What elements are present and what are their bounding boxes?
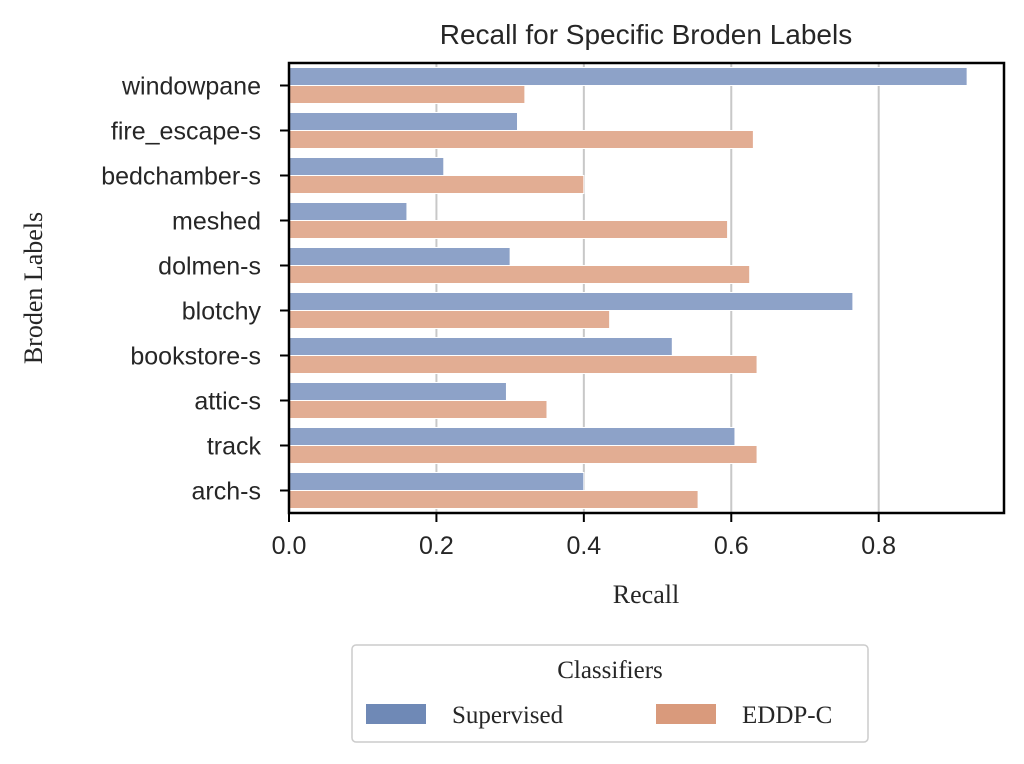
x-axis: 0.0 0.2 0.4 0.6 0.8 [272, 513, 896, 560]
bar-supervised-windowpane [288, 67, 968, 86]
bar-supervised-arch-s [288, 472, 585, 491]
x-tick-label: 0.4 [566, 532, 601, 560]
bar-supervised-attic-s [288, 382, 507, 401]
y-tick-label: blotchy [182, 298, 262, 326]
bar-eddp-c-windowpane [288, 85, 526, 104]
legend-swatch [656, 704, 716, 724]
legend: Classifiers Supervised EDDP-C [351, 644, 869, 743]
y-axis: windowpane fire_escape-s bedchamber-s meshe… [101, 73, 289, 506]
bar-eddp-c-dolmen-s [288, 265, 751, 284]
x-tick-label: 0.8 [861, 532, 896, 560]
bar-supervised-dolmen-s [288, 247, 511, 266]
bar-eddp-c-track [288, 445, 758, 464]
x-tick-label: 0.0 [272, 532, 307, 560]
y-axis-label: Broden Labels [19, 212, 48, 364]
bar-supervised-track [288, 427, 736, 446]
y-tick-label: windowpane [121, 73, 261, 101]
y-tick-label: track [207, 433, 262, 461]
bar-supervised-meshed [288, 202, 408, 221]
bar-supervised-bedchamber-s [288, 157, 445, 176]
y-tick-label: attic-s [194, 388, 261, 416]
bar-eddp-c-attic-s [288, 400, 548, 419]
x-tick-label: 0.6 [714, 532, 749, 560]
bar-supervised-bookstore-s [288, 337, 673, 356]
y-tick-label: meshed [172, 208, 261, 236]
x-tick-label: 0.2 [419, 532, 454, 560]
bar-eddp-c-bookstore-s [288, 355, 758, 374]
bar-eddp-c-bedchamber-s [288, 175, 585, 194]
bar-eddp-c-meshed [288, 220, 729, 239]
bar-supervised-blotchy [288, 292, 854, 311]
chart-title: Recall for Specific Broden Labels [440, 19, 852, 50]
plot-frame [287, 61, 1006, 515]
y-tick-label: fire_escape-s [111, 118, 261, 146]
y-tick-label: arch-s [192, 478, 261, 506]
legend-label: Supervised [452, 702, 564, 729]
x-axis-label: Recall [613, 580, 679, 609]
y-tick-label: dolmen-s [158, 253, 261, 281]
y-tick-label: bookstore-s [130, 343, 261, 371]
legend-swatch [366, 704, 426, 724]
legend-box [351, 644, 869, 743]
legend-label: EDDP-C [742, 702, 832, 729]
bar-supervised-fire-escape-s [288, 112, 519, 131]
bar-eddp-c-fire-escape-s [288, 130, 754, 149]
legend-title: Classifiers [557, 657, 663, 684]
bars-group [288, 67, 968, 509]
y-tick-label: bedchamber-s [101, 163, 261, 191]
bar-eddp-c-arch-s [288, 490, 699, 509]
bar-eddp-c-blotchy [288, 310, 611, 329]
